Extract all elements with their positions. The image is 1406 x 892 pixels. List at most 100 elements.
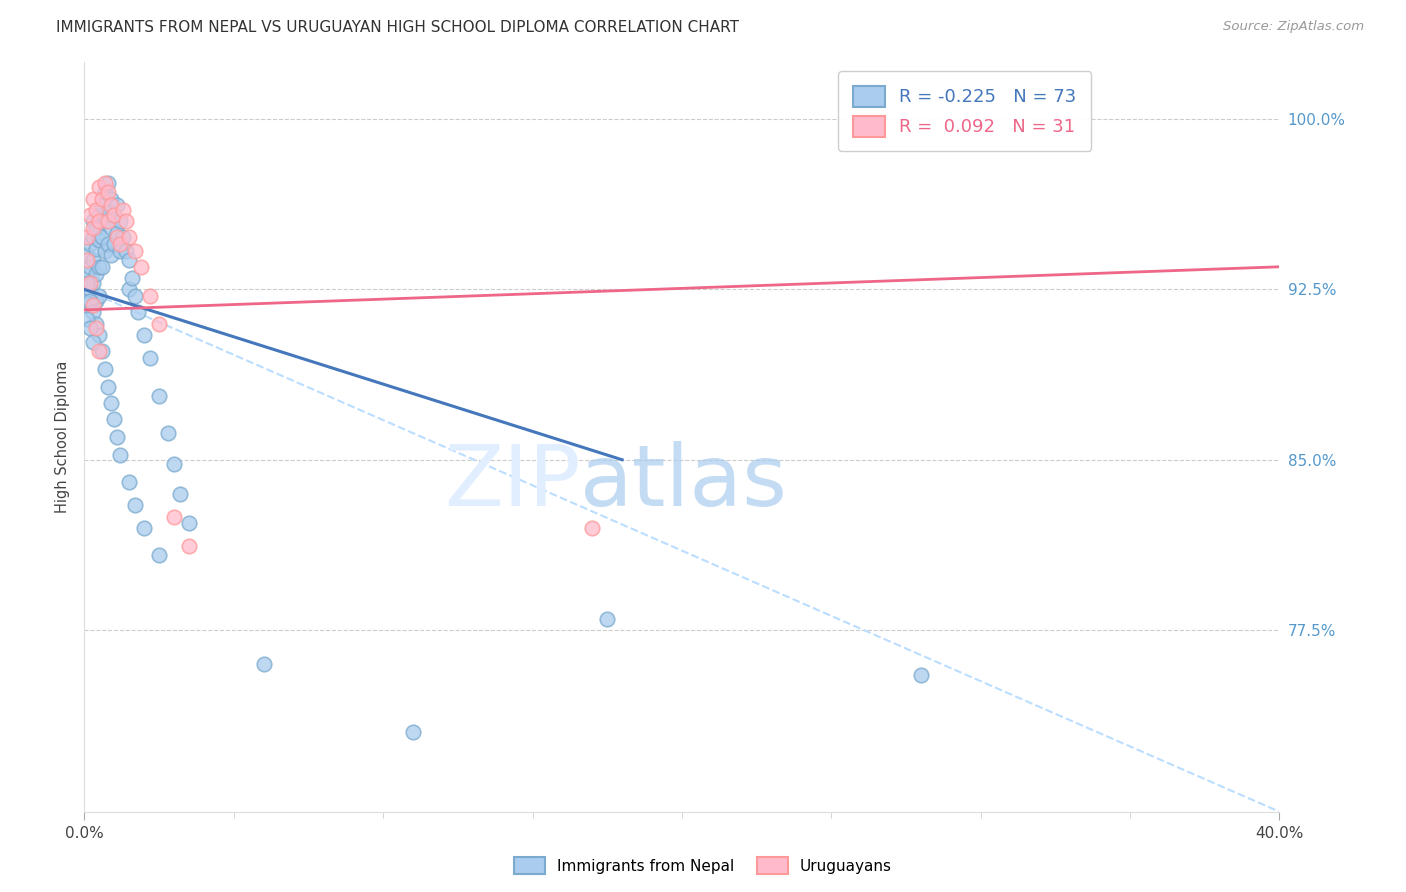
Point [76,248,98,262]
Point [132,327,156,342]
Point [94,176,117,190]
Text: Source: ZipAtlas.com: Source: ZipAtlas.com [1223,20,1364,33]
Point [112,230,135,244]
Point [100,396,122,410]
Point [124,289,146,303]
Point [148,548,170,562]
Point [148,389,170,403]
Point [89,208,111,222]
Point [110,214,132,228]
Point [86,293,108,308]
Point [82,192,104,206]
Point [89,214,111,228]
Legend: R = -0.225   N = 73, R =  0.092   N = 31: R = -0.225 N = 73, R = 0.092 N = 31 [838,71,1091,151]
Point [124,498,146,512]
Legend: Immigrants from Nepal, Uruguayans: Immigrants from Nepal, Uruguayans [508,851,898,880]
Point [97,202,120,217]
Point [105,226,128,240]
Point [139,351,162,365]
Point [89,289,111,303]
Point [94,214,117,228]
Point [79,260,101,274]
Point [253,657,276,672]
Point [82,252,104,267]
Point [82,276,104,290]
Point [82,221,104,235]
Point [79,283,101,297]
Point [79,276,101,290]
Point [76,267,98,281]
Point [86,202,108,217]
Point [86,321,108,335]
Point [581,521,603,535]
Text: ZIP: ZIP [444,441,581,524]
Point [79,237,101,252]
Point [82,214,104,228]
Point [910,668,932,682]
Point [91,260,114,274]
Point [163,509,186,524]
Point [76,276,98,290]
Point [91,343,114,358]
Point [100,192,122,206]
Point [124,244,146,258]
Point [89,343,111,358]
Point [79,321,101,335]
Point [97,176,120,190]
Point [89,233,111,247]
Y-axis label: High School Diploma: High School Diploma [55,361,70,513]
Point [127,305,149,319]
Point [89,327,111,342]
Point [118,475,141,490]
Point [118,230,141,244]
Point [118,283,141,297]
Point [97,185,120,199]
Point [91,192,114,206]
Point [105,230,128,244]
Point [169,487,191,501]
Point [132,521,156,535]
Point [91,230,114,244]
Point [110,237,132,252]
Point [97,380,120,394]
Point [100,248,122,262]
Point [177,516,200,531]
Point [139,289,162,303]
Point [97,237,120,252]
Point [86,242,108,256]
Point [148,317,170,331]
Point [100,221,122,235]
Point [91,198,114,212]
Point [177,539,200,553]
Point [103,208,125,222]
Point [100,198,122,212]
Point [82,305,104,319]
Point [129,260,152,274]
Point [121,271,143,285]
Point [76,230,98,244]
Point [115,214,138,228]
Point [94,244,117,258]
Point [89,260,111,274]
Point [82,230,104,244]
Point [163,458,186,472]
Point [76,252,98,267]
Point [115,244,138,258]
Point [596,612,619,626]
Point [103,412,125,426]
Point [76,293,98,308]
Point [86,267,108,281]
Point [86,221,108,235]
Point [110,244,132,258]
Point [76,312,98,326]
Point [402,725,425,739]
Point [94,185,117,199]
Point [82,298,104,312]
Point [103,208,125,222]
Point [118,252,141,267]
Point [86,317,108,331]
Point [110,448,132,462]
Point [94,362,117,376]
Point [103,237,125,252]
Point [157,425,180,440]
